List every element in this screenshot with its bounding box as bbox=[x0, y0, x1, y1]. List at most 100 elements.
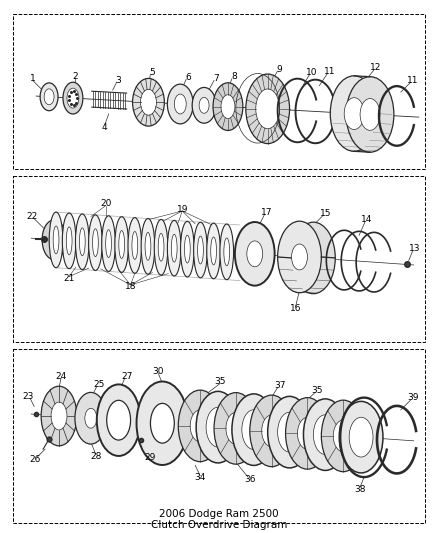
Ellipse shape bbox=[346, 77, 394, 152]
Ellipse shape bbox=[304, 399, 347, 471]
Ellipse shape bbox=[194, 222, 207, 278]
Ellipse shape bbox=[107, 400, 131, 440]
Bar bbox=[13, 175, 425, 342]
Text: 14: 14 bbox=[361, 215, 373, 224]
Text: 35: 35 bbox=[311, 386, 323, 395]
Text: 28: 28 bbox=[90, 452, 102, 461]
Ellipse shape bbox=[268, 397, 311, 468]
Text: 4: 4 bbox=[102, 124, 108, 132]
Text: 30: 30 bbox=[152, 367, 164, 376]
Text: 11: 11 bbox=[407, 76, 419, 85]
Text: 11: 11 bbox=[324, 67, 335, 76]
Text: 12: 12 bbox=[370, 63, 381, 72]
Text: 20: 20 bbox=[100, 199, 111, 208]
Ellipse shape bbox=[180, 221, 194, 277]
Ellipse shape bbox=[297, 417, 318, 449]
Ellipse shape bbox=[178, 390, 222, 462]
Ellipse shape bbox=[192, 87, 216, 123]
Ellipse shape bbox=[171, 235, 177, 262]
Ellipse shape bbox=[196, 391, 240, 463]
Ellipse shape bbox=[349, 417, 373, 457]
Ellipse shape bbox=[339, 401, 383, 473]
Ellipse shape bbox=[41, 386, 77, 446]
Text: 3: 3 bbox=[116, 76, 121, 85]
Text: 34: 34 bbox=[194, 473, 206, 482]
Ellipse shape bbox=[167, 220, 181, 276]
Ellipse shape bbox=[220, 224, 233, 280]
Ellipse shape bbox=[92, 229, 98, 256]
Ellipse shape bbox=[141, 219, 155, 274]
Ellipse shape bbox=[128, 217, 141, 273]
Ellipse shape bbox=[167, 84, 193, 124]
Ellipse shape bbox=[174, 94, 186, 114]
Ellipse shape bbox=[190, 410, 210, 442]
Text: 21: 21 bbox=[63, 274, 74, 283]
Ellipse shape bbox=[250, 395, 293, 467]
Ellipse shape bbox=[221, 95, 235, 118]
Ellipse shape bbox=[206, 407, 230, 447]
Ellipse shape bbox=[145, 232, 151, 260]
Text: 18: 18 bbox=[125, 282, 136, 292]
Text: 8: 8 bbox=[231, 72, 237, 82]
Ellipse shape bbox=[184, 235, 190, 263]
Ellipse shape bbox=[207, 223, 220, 279]
Text: 26: 26 bbox=[29, 455, 41, 464]
Ellipse shape bbox=[102, 216, 115, 271]
Text: 5: 5 bbox=[149, 68, 155, 77]
Bar bbox=[13, 14, 425, 168]
Ellipse shape bbox=[154, 220, 168, 275]
Text: 27: 27 bbox=[121, 372, 132, 381]
Ellipse shape bbox=[106, 230, 111, 257]
Ellipse shape bbox=[137, 382, 188, 465]
Ellipse shape bbox=[232, 394, 276, 465]
Ellipse shape bbox=[49, 231, 59, 249]
Ellipse shape bbox=[246, 74, 290, 143]
Text: 29: 29 bbox=[145, 453, 156, 462]
Ellipse shape bbox=[199, 98, 209, 114]
Ellipse shape bbox=[150, 403, 174, 443]
Ellipse shape bbox=[278, 221, 321, 293]
Ellipse shape bbox=[158, 233, 164, 261]
Ellipse shape bbox=[360, 99, 380, 131]
Ellipse shape bbox=[62, 213, 76, 269]
Ellipse shape bbox=[256, 89, 279, 128]
Ellipse shape bbox=[79, 228, 85, 256]
Text: 35: 35 bbox=[214, 377, 226, 386]
Ellipse shape bbox=[292, 244, 307, 270]
Text: 16: 16 bbox=[290, 304, 301, 313]
Text: 15: 15 bbox=[320, 209, 331, 218]
Ellipse shape bbox=[49, 212, 63, 268]
Text: 9: 9 bbox=[277, 64, 283, 74]
Ellipse shape bbox=[314, 415, 337, 455]
Ellipse shape bbox=[333, 420, 353, 452]
Ellipse shape bbox=[321, 400, 365, 472]
Text: 10: 10 bbox=[306, 68, 317, 77]
Ellipse shape bbox=[75, 392, 107, 444]
Ellipse shape bbox=[226, 413, 246, 445]
Ellipse shape bbox=[278, 412, 301, 452]
Ellipse shape bbox=[214, 393, 258, 464]
Ellipse shape bbox=[211, 237, 216, 265]
Text: 36: 36 bbox=[244, 474, 255, 483]
Ellipse shape bbox=[344, 98, 364, 130]
Ellipse shape bbox=[75, 214, 89, 270]
Text: 25: 25 bbox=[93, 380, 104, 389]
Ellipse shape bbox=[66, 227, 72, 255]
Ellipse shape bbox=[119, 231, 124, 259]
Ellipse shape bbox=[40, 83, 58, 111]
Text: 1: 1 bbox=[30, 75, 36, 83]
Text: 2006 Dodge Ram 2500
Clutch Overdrive Diagram: 2006 Dodge Ram 2500 Clutch Overdrive Dia… bbox=[151, 508, 287, 530]
Bar bbox=[13, 350, 425, 523]
Ellipse shape bbox=[141, 90, 156, 115]
Text: 22: 22 bbox=[27, 212, 38, 221]
Ellipse shape bbox=[198, 236, 203, 264]
Ellipse shape bbox=[262, 415, 282, 447]
Ellipse shape bbox=[247, 241, 263, 266]
Text: 38: 38 bbox=[354, 484, 366, 494]
Ellipse shape bbox=[44, 89, 54, 105]
Text: 2: 2 bbox=[72, 72, 78, 80]
Ellipse shape bbox=[132, 231, 138, 260]
Text: 37: 37 bbox=[274, 381, 286, 390]
Ellipse shape bbox=[292, 222, 335, 294]
Ellipse shape bbox=[51, 402, 67, 430]
